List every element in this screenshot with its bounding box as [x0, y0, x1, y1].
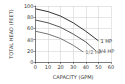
svg-text:80: 80 [27, 14, 33, 20]
svg-text:1/2 HP: 1/2 HP [85, 49, 101, 55]
svg-text:50: 50 [95, 64, 101, 70]
svg-text:0: 0 [34, 64, 37, 70]
svg-text:0: 0 [30, 59, 34, 66]
svg-text:20: 20 [27, 48, 33, 54]
svg-text:100: 100 [24, 3, 34, 9]
svg-text:TOTAL HEAD (FEET): TOTAL HEAD (FEET) [8, 9, 14, 59]
svg-text:60: 60 [27, 25, 33, 31]
svg-text:3/4 HP: 3/4 HP [97, 47, 115, 54]
svg-text:60: 60 [108, 64, 114, 70]
svg-text:1 HP: 1 HP [100, 38, 112, 44]
svg-text:20: 20 [57, 64, 63, 70]
svg-text:40: 40 [27, 37, 33, 43]
svg-text:CAPACITY (GPM): CAPACITY (GPM) [53, 74, 94, 80]
svg-text:30: 30 [70, 64, 76, 70]
svg-text:40: 40 [83, 64, 89, 70]
svg-text:10: 10 [45, 64, 51, 70]
